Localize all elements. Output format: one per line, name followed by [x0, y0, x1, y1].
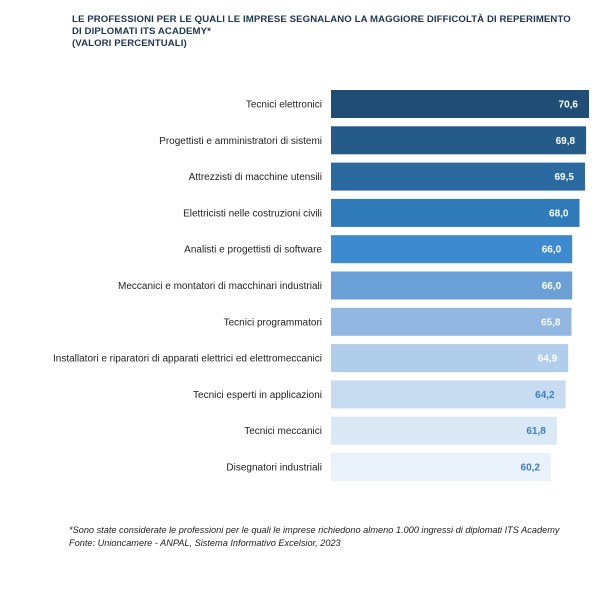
footnote-source: Fonte: Unioncamere - ANPAL, Sistema Info…	[69, 537, 341, 548]
category-label-8: Installatori e riparatori di apparati el…	[53, 354, 322, 365]
bar-11	[331, 453, 551, 481]
category-label-11: Disegnatori industriali	[226, 463, 322, 474]
value-label-6: 66,0	[542, 281, 562, 292]
category-label-6: Meccanici e montatori di macchinari indu…	[118, 281, 322, 292]
bar-3	[331, 162, 585, 191]
category-label-10: Tecnici meccanici	[244, 426, 322, 437]
bar-4	[331, 198, 580, 227]
chart-title-line2: DI DIPLOMATI ITS ACADEMY*	[72, 26, 211, 37]
value-label-4: 68,0	[549, 208, 569, 219]
bar-5	[331, 235, 573, 264]
chart-title-block: LE PROFESSIONI PER LE QUALI LE IMPRESE S…	[72, 14, 592, 50]
chart-subtitle: (VALORI PERCENTUALI)	[72, 38, 187, 49]
value-label-11: 60,2	[521, 463, 541, 474]
category-label-5: Analisti e progettisti di software	[184, 245, 322, 256]
value-label-3: 69,5	[555, 172, 575, 183]
bar-1	[331, 90, 589, 118]
category-label-2: Progettisti e amministratori di sistemi	[159, 136, 322, 147]
category-label-7: Tecnici programmatori	[224, 317, 322, 328]
value-label-5: 66,0	[542, 245, 562, 256]
category-label-1: Tecnici elettronici	[246, 100, 322, 111]
category-label-4: Elettricisti nelle costruzioni civili	[183, 208, 322, 219]
footnote: *Sono state considerate le professioni p…	[69, 524, 609, 549]
value-label-2: 69,8	[556, 136, 576, 147]
value-label-9: 64,2	[535, 390, 555, 401]
bar-10	[331, 416, 557, 445]
footnote-note: *Sono state considerate le professioni p…	[69, 525, 560, 535]
value-label-8: 64,9	[538, 354, 558, 365]
category-label-9: Tecnici esperti in applicazioni	[193, 390, 322, 401]
bar-6	[331, 271, 573, 300]
bar-9	[331, 380, 566, 409]
bar-8	[331, 344, 569, 373]
chart-title: LE PROFESSIONI PER LE QUALI LE IMPRESE S…	[72, 14, 571, 25]
value-label-7: 65,8	[541, 317, 561, 328]
value-label-10: 61,8	[526, 426, 546, 437]
bar-2	[331, 126, 587, 155]
bar-7	[331, 307, 572, 336]
value-label-1: 70,6	[559, 100, 579, 111]
category-label-3: Attrezzisti di macchine utensili	[189, 172, 322, 183]
